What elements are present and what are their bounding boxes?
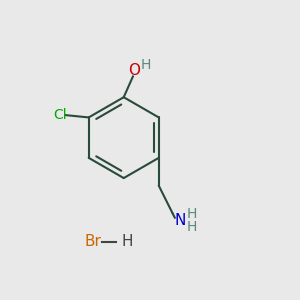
Text: H: H — [122, 234, 133, 249]
Text: H: H — [187, 207, 197, 221]
Text: N: N — [175, 213, 186, 228]
Text: Cl: Cl — [53, 108, 67, 122]
Text: O: O — [128, 63, 140, 78]
Text: H: H — [187, 220, 197, 234]
Text: Br: Br — [85, 234, 101, 249]
Text: H: H — [140, 58, 151, 72]
